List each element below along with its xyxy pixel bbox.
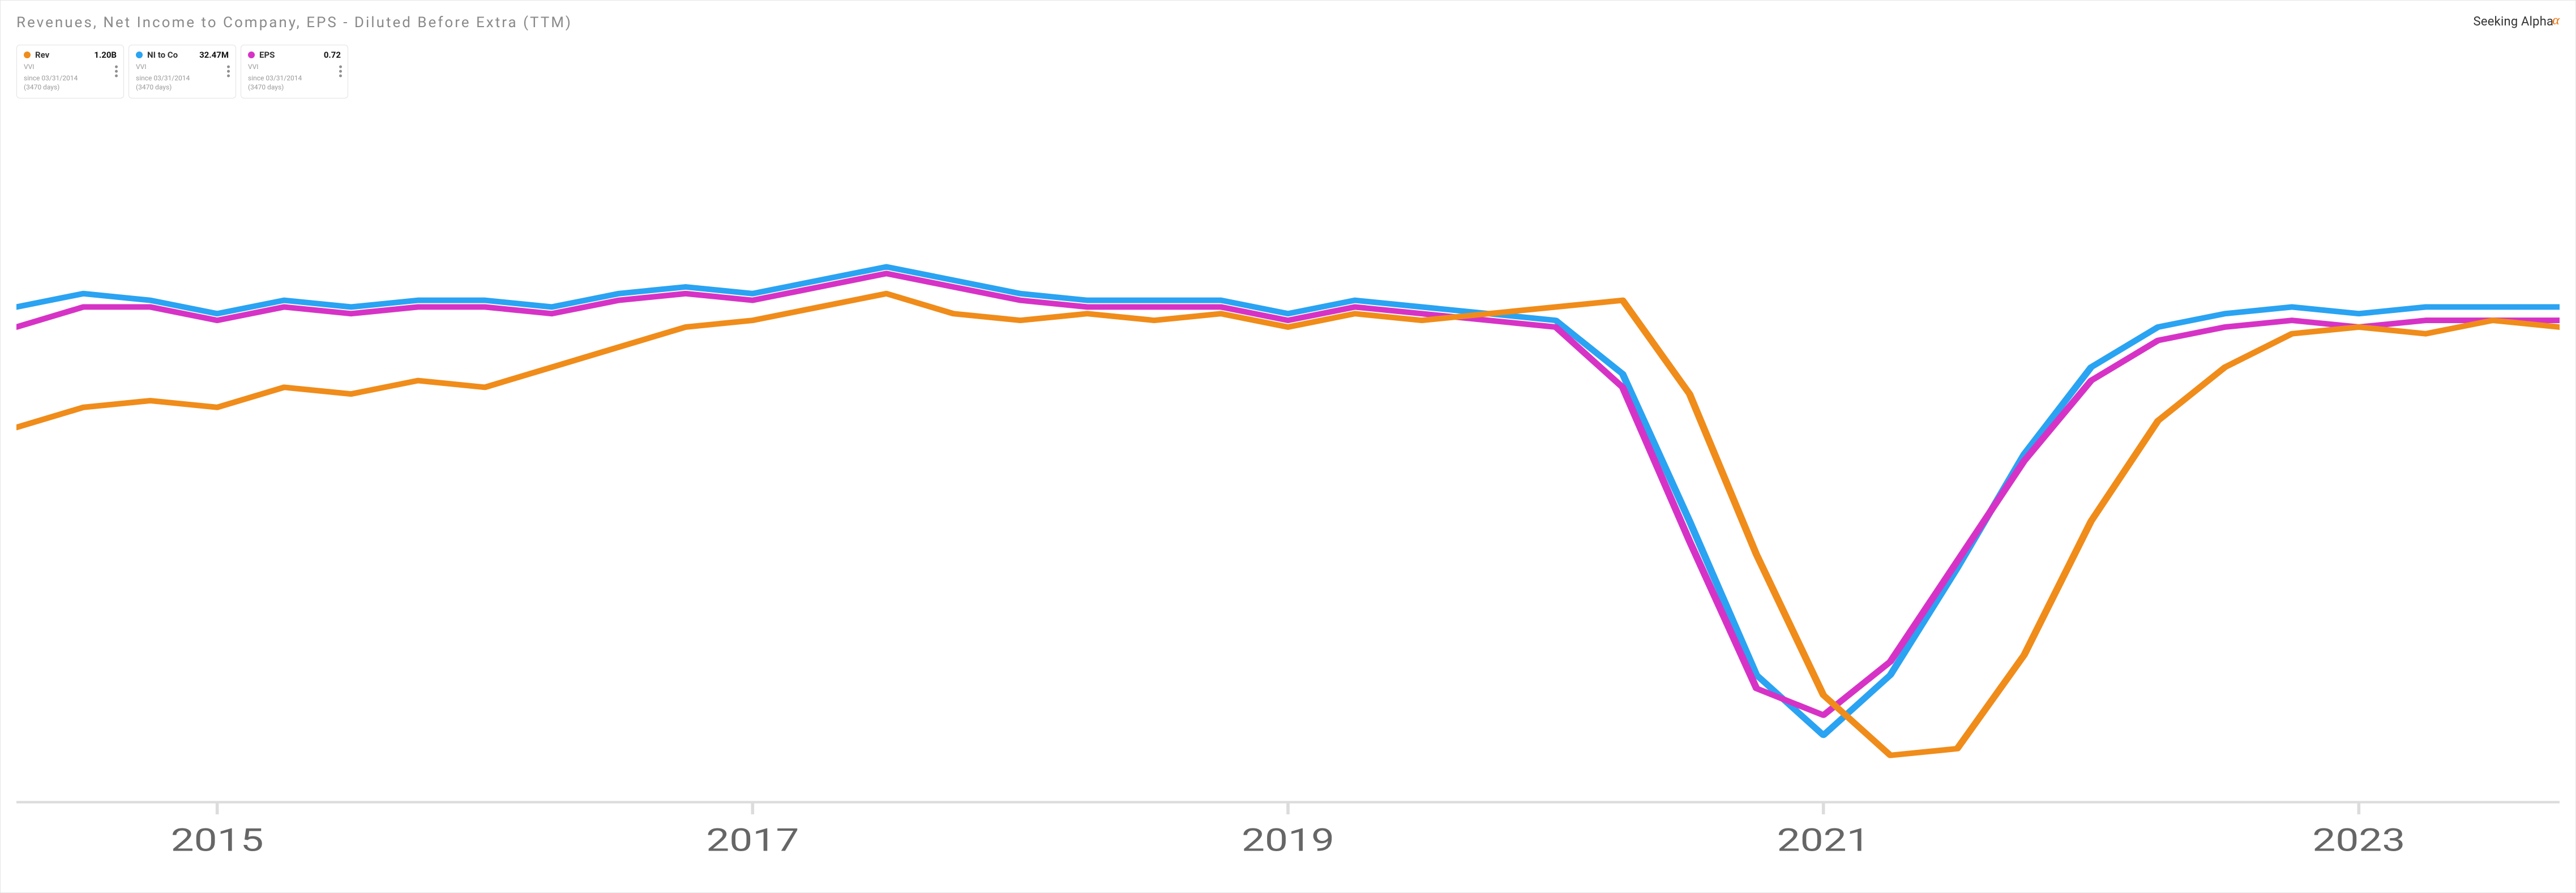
brand-logo: Seeking Alphaα [2474, 14, 2560, 29]
legend-series-name: Rev [35, 50, 49, 60]
chart-title: Revenues, Net Income to Company, EPS - D… [16, 14, 572, 31]
legend-since-text: since 03/31/2014 [248, 74, 302, 82]
legend-since-text: since 03/31/2014 [136, 74, 190, 82]
brand-text: Seeking Alpha [2474, 15, 2554, 29]
legend-since: since 03/31/2014(3470 days) [24, 74, 117, 92]
series-line-rev [16, 293, 2560, 755]
legend-ticker: VVI [136, 62, 229, 71]
legend-series-value: 1.20B [94, 50, 117, 60]
legend-series-value: 0.72 [324, 50, 341, 60]
x-tick-label: 2021 [1777, 821, 1870, 858]
line-chart: 2015 2017 2019 2021 2023 [16, 109, 2560, 887]
legend-days-text: (3470 days) [248, 83, 284, 91]
series-line-eps [16, 273, 2560, 715]
legend-row: Rev1.20BVVIsince 03/31/2014(3470 days)NI… [16, 45, 2560, 98]
legend-since: since 03/31/2014(3470 days) [248, 74, 341, 92]
legend-menu-icon[interactable] [115, 66, 118, 78]
legend-left: EPS [248, 50, 275, 60]
header-row: Revenues, Net Income to Company, EPS - D… [16, 14, 2560, 31]
legend-since: since 03/31/2014(3470 days) [136, 74, 229, 92]
legend-top: EPS 0.72 [248, 50, 341, 60]
legend-card-ni[interactable]: NI to Co 32.47M VVI since 03/31/2014(3470 d… [129, 45, 236, 98]
legend-days-text: (3470 days) [136, 83, 172, 91]
legend-dot-icon [136, 51, 143, 58]
x-tick-label: 2023 [2312, 821, 2405, 858]
legend-series-name: EPS [259, 50, 275, 60]
x-tick-label: 2015 [171, 821, 264, 858]
legend-left: NI to Co [136, 50, 178, 60]
x-tick-label: 2019 [1242, 821, 1334, 858]
legend-dot-icon [248, 51, 255, 58]
chart-area: 2015 2017 2019 2021 2023 [16, 109, 2560, 887]
legend-card-eps[interactable]: EPS 0.72 VVI since 03/31/2014(3470 days) [241, 45, 348, 98]
legend-ticker: VVI [248, 62, 341, 71]
legend-dot-icon [24, 51, 31, 58]
chart-panel: Revenues, Net Income to Company, EPS - D… [0, 0, 2576, 893]
legend-series-name: NI to Co [147, 50, 178, 60]
legend-menu-icon[interactable] [227, 66, 230, 78]
x-tick-label: 2017 [706, 821, 799, 858]
legend-left: Rev [24, 50, 49, 60]
legend-days-text: (3470 days) [24, 83, 59, 91]
legend-top: Rev 1.20B [24, 50, 117, 60]
legend-since-text: since 03/31/2014 [24, 74, 78, 82]
legend-series-value: 32.47M [199, 50, 229, 60]
legend-ticker: VVI [24, 62, 117, 71]
legend-top: NI to Co 32.47M [136, 50, 229, 60]
legend-card-rev[interactable]: Rev 1.20B VVI since 03/31/2014(3470 days) [16, 45, 124, 98]
brand-alpha-icon: α [2552, 13, 2560, 28]
legend-menu-icon[interactable] [339, 66, 342, 78]
